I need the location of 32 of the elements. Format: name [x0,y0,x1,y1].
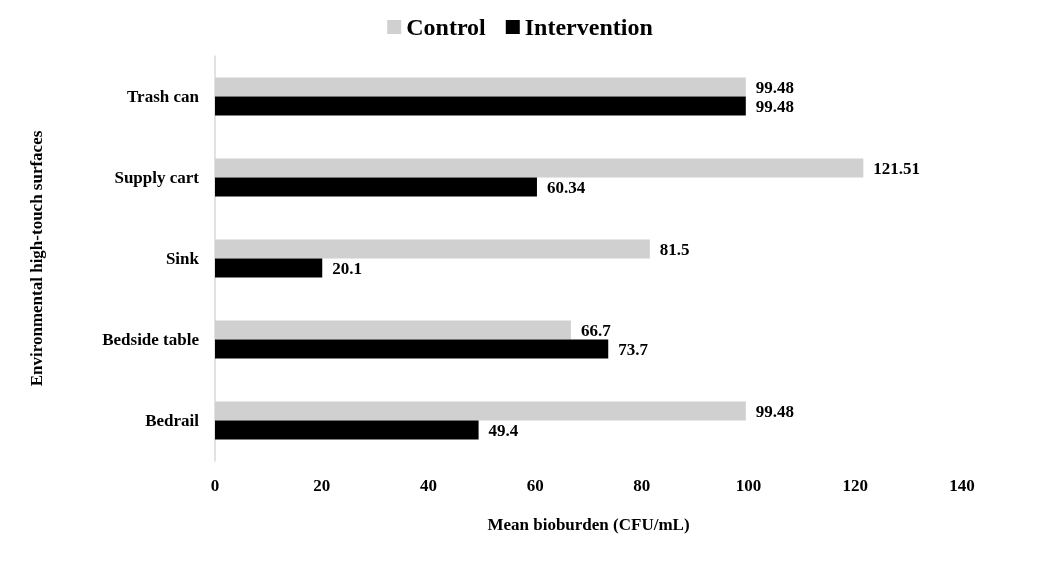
y-tick-label: Bedside table [102,330,200,349]
data-label: 73.7 [618,339,649,359]
y-axis-title: Environmental high-touch surfaces [27,130,46,387]
data-label: 99.48 [755,96,795,116]
bar [215,96,746,116]
legend-label: Control [406,14,487,40]
y-tick-label: Supply cart [114,168,200,187]
data-label: 81.5 [659,239,690,259]
data-label: 66.7 [580,320,612,340]
data-label: 60.34 [546,177,586,197]
y-tick-label: Bedrail [145,411,200,430]
x-axis-title: Mean bioburden (CFU/mL) [487,515,690,534]
legend-label: Intervention [524,14,653,40]
x-tick-label: 140 [949,476,975,495]
bar [215,420,479,440]
bar [215,177,537,197]
x-tick-label: 0 [210,476,220,495]
x-tick-label: 120 [842,476,869,495]
y-tick-label: Trash can [127,87,200,106]
x-tick-label: 80 [633,476,651,495]
data-label: 121.51 [873,158,921,178]
data-label: 49.4 [488,420,519,440]
data-label: 20.1 [332,258,362,278]
bar [215,339,609,359]
x-tick-label: 100 [735,476,762,495]
bar [215,258,323,278]
data-label: 99.48 [755,401,795,421]
x-tick-label: 60 [526,476,544,495]
y-tick-label: Sink [165,249,200,268]
x-tick-label: 40 [419,476,437,495]
data-label: 99.48 [755,77,795,97]
x-tick-label: 20 [313,476,331,495]
